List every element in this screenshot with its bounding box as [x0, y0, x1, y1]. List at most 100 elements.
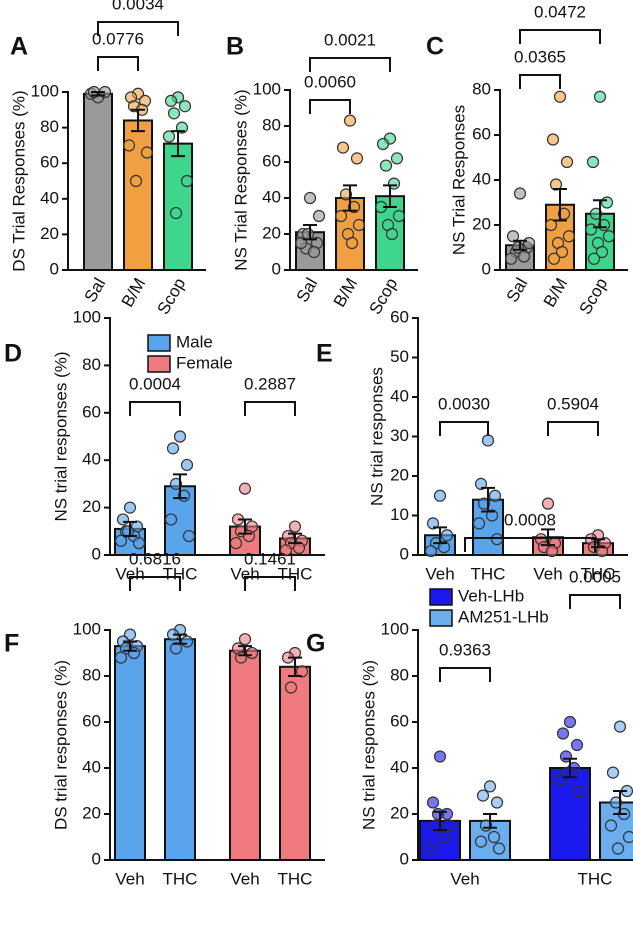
legend-label: AM251-LHb	[458, 607, 549, 626]
data-point	[488, 489, 502, 502]
comparison-bracket	[97, 56, 139, 71]
comparison-bracket	[519, 29, 601, 44]
data-point	[584, 223, 598, 236]
data-point	[169, 206, 183, 220]
data-point	[562, 230, 576, 243]
data-point	[336, 141, 350, 154]
y-tick-label: 100	[31, 81, 59, 100]
data-point	[433, 750, 447, 763]
p-value: 0.0004	[129, 374, 181, 393]
data-point	[613, 720, 627, 733]
panel-letter: D	[4, 340, 22, 368]
bar	[114, 645, 146, 861]
error-bar	[123, 520, 137, 538]
y-tick-label: 60	[82, 402, 101, 421]
panel-letter: G	[306, 630, 325, 658]
y-tick-label: 100	[381, 619, 409, 638]
p-value: 0.0008	[504, 510, 556, 529]
error-bar	[481, 486, 495, 513]
data-point	[477, 497, 491, 510]
comparison-bracket	[309, 57, 391, 72]
x-tick-label: B/M	[540, 275, 572, 311]
panel-letter: F	[4, 630, 19, 658]
data-point	[180, 458, 194, 472]
data-point	[485, 509, 499, 522]
data-point	[595, 544, 609, 558]
y-axis-label: NS Trial Responses (%)	[231, 89, 250, 270]
p-value: 0.1461	[244, 549, 296, 568]
data-point	[560, 155, 574, 169]
data-point	[167, 107, 181, 120]
data-point	[472, 517, 486, 530]
data-point	[492, 842, 506, 855]
data-point	[303, 191, 317, 205]
y-tick-label: 0	[400, 544, 409, 563]
x-tick-label: THC	[471, 564, 506, 583]
bar	[163, 142, 193, 271]
data-point	[483, 780, 497, 793]
p-value: 0.0776	[92, 29, 144, 48]
y-tick-label: 0	[272, 259, 281, 278]
y-tick-label: 60	[40, 153, 59, 172]
data-point	[474, 477, 488, 490]
y-tick-label: 80	[82, 665, 101, 684]
p-value: 0.0005	[569, 567, 621, 586]
x-tick-label: THC	[163, 869, 198, 888]
bar	[83, 92, 113, 271]
p-value: 0.5904	[547, 394, 599, 413]
y-tick-label: 40	[472, 169, 491, 188]
x-tick-label: Sal	[81, 275, 110, 306]
data-point	[424, 842, 438, 855]
data-point	[606, 766, 620, 779]
data-point	[122, 139, 136, 152]
bar	[164, 638, 196, 862]
data-point	[490, 796, 504, 809]
comparison-bracket	[464, 537, 596, 552]
data-point	[553, 90, 567, 103]
p-value: 0.0030	[438, 394, 490, 413]
y-tick-label: 10	[390, 505, 409, 524]
legend-label: Male	[176, 332, 213, 351]
data-point	[545, 544, 559, 558]
comparison-bracket	[439, 421, 489, 436]
error-bar	[303, 224, 317, 241]
data-point	[611, 842, 625, 855]
data-point	[129, 174, 143, 188]
data-point	[114, 651, 128, 664]
x-tick-label: Veh	[115, 564, 144, 583]
data-point	[352, 218, 366, 232]
data-point	[609, 796, 623, 809]
data-point	[116, 513, 130, 526]
comparison-bracket	[129, 401, 181, 416]
error-bar	[553, 188, 567, 222]
comparison-bracket	[309, 99, 351, 114]
data-point	[517, 250, 531, 263]
comparison-bracket	[129, 576, 181, 591]
error-bar	[123, 640, 137, 652]
data-point	[301, 227, 315, 241]
x-tick-label: THC	[278, 869, 313, 888]
x-tick-label: THC	[578, 869, 613, 888]
x-tick-label: THC	[581, 564, 616, 583]
x-tick-label: Veh	[425, 564, 454, 583]
y-axis-label: NS trial responses (%)	[359, 660, 378, 830]
data-point	[586, 155, 600, 169]
data-point	[426, 796, 440, 809]
p-value: 0.0365	[514, 47, 566, 66]
y-tick-label: 60	[82, 711, 101, 730]
data-point	[563, 715, 577, 729]
error-bar	[91, 91, 105, 97]
y-tick-label: 40	[82, 757, 101, 776]
comparison-bracket	[97, 21, 179, 36]
data-point	[307, 245, 321, 259]
y-tick-label: 20	[390, 803, 409, 822]
error-bar	[613, 790, 627, 815]
data-point	[345, 236, 359, 250]
data-point	[376, 137, 390, 151]
data-point	[490, 533, 504, 546]
data-point	[424, 544, 438, 558]
y-tick-label: 60	[472, 124, 491, 143]
comparison-bracket	[519, 74, 561, 89]
panel-letter: B	[226, 33, 244, 61]
